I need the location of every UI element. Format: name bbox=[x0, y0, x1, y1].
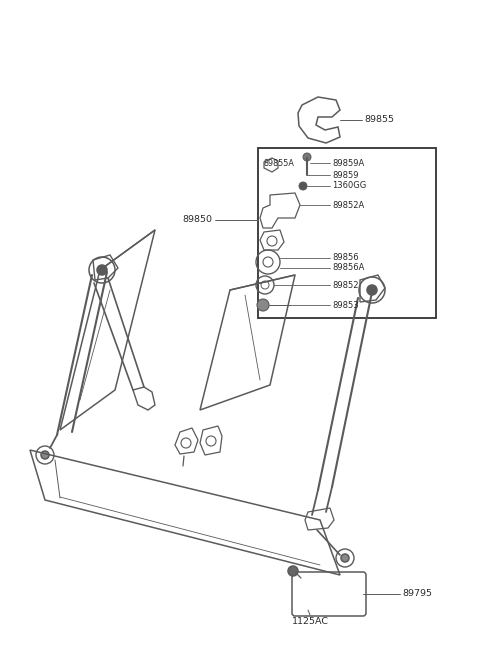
Text: 89853: 89853 bbox=[332, 301, 359, 310]
Text: 89859A: 89859A bbox=[332, 159, 364, 168]
Circle shape bbox=[288, 566, 298, 576]
Circle shape bbox=[303, 153, 311, 161]
Circle shape bbox=[41, 451, 49, 459]
Text: 89855: 89855 bbox=[364, 115, 394, 124]
Text: 89795: 89795 bbox=[402, 590, 432, 599]
Circle shape bbox=[299, 182, 307, 190]
Circle shape bbox=[257, 299, 269, 311]
Text: 89856: 89856 bbox=[332, 253, 359, 263]
Circle shape bbox=[97, 265, 107, 275]
Text: 89850: 89850 bbox=[182, 215, 212, 225]
Text: 89859: 89859 bbox=[332, 170, 359, 179]
Text: 89852A: 89852A bbox=[332, 200, 364, 210]
Text: 1125AC: 1125AC bbox=[291, 618, 328, 626]
Text: 1360GG: 1360GG bbox=[332, 181, 366, 191]
Text: 89856A: 89856A bbox=[332, 263, 364, 272]
Text: 89855A: 89855A bbox=[264, 160, 295, 168]
Text: 89852: 89852 bbox=[332, 280, 359, 290]
Circle shape bbox=[341, 554, 349, 562]
Circle shape bbox=[367, 285, 377, 295]
